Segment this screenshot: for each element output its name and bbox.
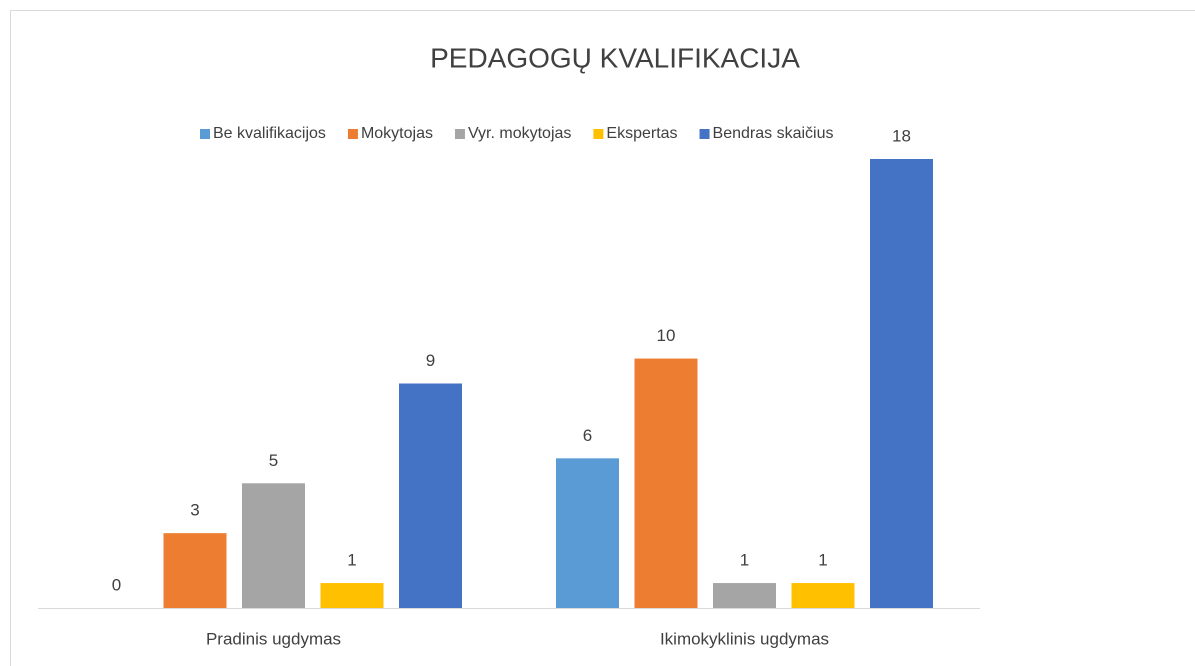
chart-title: PEDAGOGŲ KVALIFIKACIJA [430,42,800,73]
legend-label: Ekspertas [606,125,677,142]
bar [870,159,933,608]
data-label: 3 [190,501,199,520]
data-label: 1 [347,551,356,570]
legend-label: Bendras skaičius [713,125,834,142]
bar [242,483,305,608]
data-label: 1 [740,551,749,570]
data-label: 18 [892,126,911,145]
legend-swatch [593,129,604,139]
bar [791,583,855,608]
data-label: 6 [583,426,592,445]
data-label: 0 [112,575,121,594]
data-label: 9 [426,351,435,370]
legend-label: Be kvalifikacijos [213,125,326,142]
legend-label: Mokytojas [361,125,433,142]
data-label: 10 [657,326,676,345]
bar [634,358,698,608]
bar [163,533,227,608]
legend-swatch [347,129,358,139]
legend-swatch [454,129,465,139]
bar [399,383,462,608]
data-label: 1 [818,551,827,570]
legend-swatch [699,129,710,139]
legend-swatch [200,129,210,139]
bar [713,583,776,608]
bar [556,458,619,608]
x-tick-label: Ikimokyklinis ugdymas [660,629,829,648]
bar [320,583,384,608]
legend-label: Vyr. mokytojas [468,125,571,142]
x-tick-label: Pradinis ugdymas [206,629,341,648]
data-label: 5 [269,451,278,470]
